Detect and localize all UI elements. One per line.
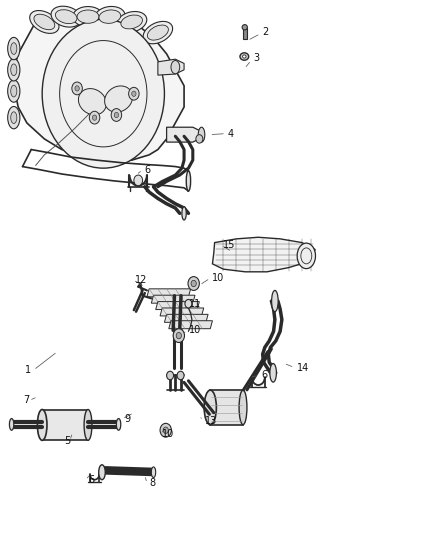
Bar [243,28,247,39]
Text: 8: 8 [149,479,155,488]
Circle shape [185,300,192,308]
Ellipse shape [272,290,278,312]
Ellipse shape [10,418,14,430]
Ellipse shape [121,15,142,29]
Ellipse shape [11,43,17,54]
Ellipse shape [42,19,164,168]
Ellipse shape [186,171,191,191]
Text: 10: 10 [189,325,201,335]
Ellipse shape [147,25,168,40]
Circle shape [132,91,136,96]
Circle shape [129,87,139,100]
Circle shape [191,280,196,287]
Circle shape [166,371,173,379]
Polygon shape [169,321,212,329]
Ellipse shape [34,14,55,30]
Ellipse shape [11,112,17,124]
Text: 4: 4 [228,128,234,139]
Ellipse shape [51,6,81,27]
Ellipse shape [77,10,99,23]
Text: 2: 2 [263,27,269,37]
Text: 3: 3 [253,53,259,63]
Circle shape [75,86,79,91]
Text: 14: 14 [297,362,309,373]
Ellipse shape [8,59,20,81]
Ellipse shape [37,409,47,440]
Text: 1: 1 [25,365,31,375]
Text: 10: 10 [162,429,174,439]
Circle shape [160,423,171,437]
Bar [42,409,88,440]
Ellipse shape [239,390,247,425]
Ellipse shape [151,467,155,478]
Ellipse shape [117,12,147,33]
Ellipse shape [11,64,17,76]
Ellipse shape [73,6,103,27]
Circle shape [89,111,100,124]
Circle shape [111,109,122,122]
Polygon shape [151,295,195,303]
Circle shape [72,82,82,95]
Ellipse shape [8,37,20,60]
Ellipse shape [171,61,180,74]
Ellipse shape [30,11,59,34]
Polygon shape [166,127,201,142]
Circle shape [134,175,143,185]
Text: 15: 15 [223,240,236,250]
Bar [210,390,243,425]
Circle shape [114,112,119,118]
Ellipse shape [204,390,216,425]
Text: 6: 6 [262,370,268,381]
Ellipse shape [243,55,246,58]
Ellipse shape [117,418,121,430]
Ellipse shape [270,364,276,382]
Ellipse shape [143,21,173,44]
Circle shape [196,135,203,143]
Polygon shape [160,308,204,316]
Ellipse shape [182,207,186,220]
Circle shape [92,115,97,120]
Polygon shape [14,17,184,160]
Ellipse shape [55,10,77,23]
Circle shape [177,371,184,379]
Text: 13: 13 [205,416,217,426]
Text: 5: 5 [64,436,70,446]
Text: 6: 6 [88,475,94,485]
Ellipse shape [78,88,106,115]
Text: 12: 12 [135,275,148,285]
Polygon shape [212,237,315,272]
Ellipse shape [95,6,125,27]
Text: 7: 7 [23,395,30,406]
Ellipse shape [84,409,92,440]
Ellipse shape [297,243,315,269]
Ellipse shape [8,107,20,129]
Ellipse shape [8,80,20,102]
Polygon shape [158,59,184,75]
Ellipse shape [99,10,121,23]
Text: 11: 11 [189,298,201,309]
Polygon shape [164,314,208,322]
Text: 6: 6 [145,165,151,175]
Ellipse shape [11,85,17,97]
Polygon shape [155,302,199,310]
Ellipse shape [242,25,247,30]
Circle shape [163,427,168,433]
Circle shape [188,277,199,290]
Ellipse shape [105,86,133,112]
Ellipse shape [99,465,105,480]
Ellipse shape [240,53,249,60]
Circle shape [173,329,184,343]
Polygon shape [147,289,191,297]
Ellipse shape [198,127,205,142]
Circle shape [176,333,181,339]
Text: 9: 9 [124,414,131,424]
Text: 10: 10 [212,273,225,283]
